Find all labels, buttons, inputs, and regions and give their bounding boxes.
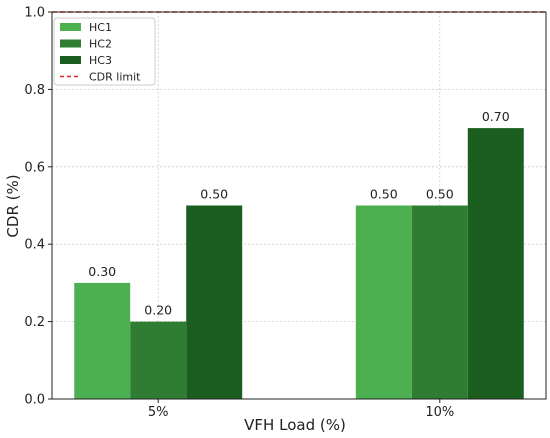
y-tick-label: 0.8 bbox=[24, 83, 45, 98]
legend-swatch-hc3 bbox=[60, 56, 81, 64]
legend: HC1 HC2 HC3 CDR limit bbox=[53, 17, 156, 86]
y-tick-label: 0.6 bbox=[24, 160, 45, 175]
legend-label-hc2: HC2 bbox=[89, 38, 112, 51]
x-tick-label: 10% bbox=[425, 405, 454, 420]
data-label: 0.50 bbox=[426, 187, 454, 202]
x-axis-title: VFH Load (%) bbox=[244, 416, 346, 434]
legend-label-hc3: HC3 bbox=[89, 54, 112, 67]
x-tick-label: 5% bbox=[148, 405, 169, 420]
legend-swatch-hc1 bbox=[60, 23, 81, 31]
legend-box bbox=[53, 17, 156, 86]
y-tick-label: 1.0 bbox=[24, 6, 45, 21]
data-labels-layer: 0.30 0.50 0.20 0.50 0.50 0.70 bbox=[88, 109, 509, 318]
plot-frame bbox=[51, 11, 547, 400]
y-tick-label: 0.0 bbox=[24, 393, 45, 408]
bar-hc1-2 bbox=[355, 205, 412, 399]
y-axis-title: CDR (%) bbox=[4, 174, 22, 237]
ticks-layer: 0.0 0.2 0.4 0.6 0.8 1.0 5% 10% bbox=[24, 6, 454, 421]
data-label: 0.70 bbox=[482, 109, 510, 124]
bar-hc3-2 bbox=[467, 128, 524, 399]
y-tick-label: 0.2 bbox=[24, 315, 45, 330]
data-label: 0.20 bbox=[144, 303, 172, 318]
data-label: 0.30 bbox=[88, 264, 116, 279]
y-tick-label: 0.4 bbox=[24, 238, 45, 253]
data-label: 0.50 bbox=[370, 187, 398, 202]
bars-layer bbox=[74, 128, 524, 399]
legend-swatch-hc2 bbox=[60, 39, 81, 48]
legend-label-cdr-limit: CDR limit bbox=[89, 71, 141, 84]
legend-label-hc1: HC1 bbox=[89, 21, 112, 34]
bar-hc2-2 bbox=[411, 205, 468, 399]
bar-hc3-1 bbox=[186, 205, 243, 399]
data-label: 0.50 bbox=[200, 187, 228, 202]
bar-hc2-1 bbox=[130, 321, 187, 399]
bar-hc1-1 bbox=[74, 282, 131, 399]
